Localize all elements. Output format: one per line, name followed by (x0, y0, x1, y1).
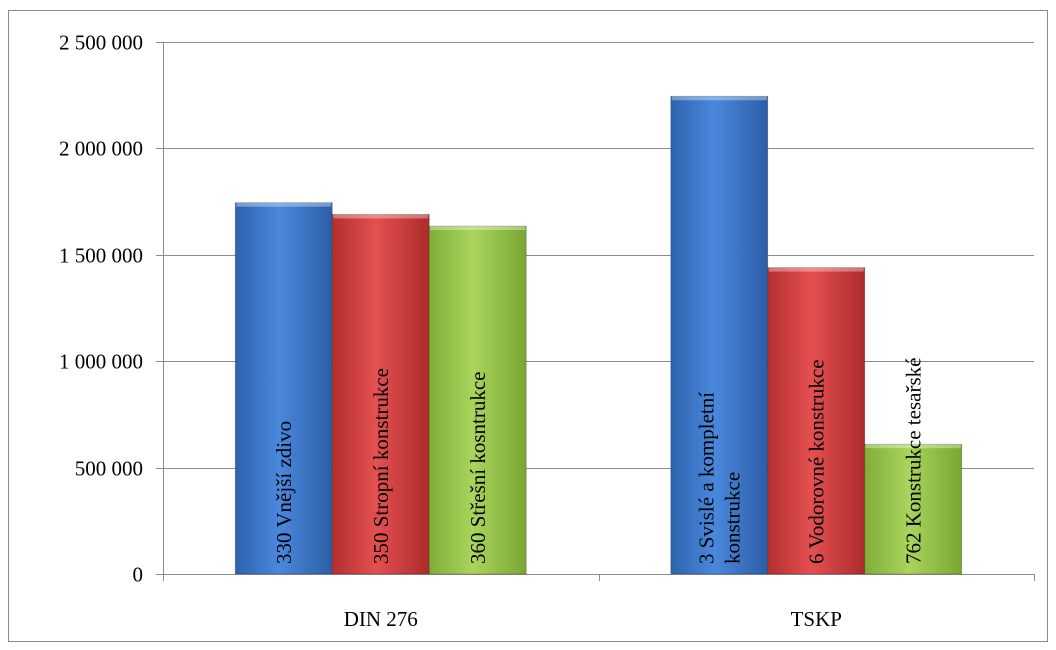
x-category-label: TSKP (791, 607, 842, 631)
bar-label: 330 Vnější zdivo (272, 421, 296, 564)
bar-highlight (430, 226, 526, 231)
bar-label-line: 350 Stropní konstrukce (369, 368, 393, 564)
y-tick-label: 500 000 (75, 457, 143, 481)
bar (234, 202, 333, 575)
bar-label-line: konstrukce (720, 472, 744, 564)
bar (767, 267, 866, 575)
x-category-label: DIN 276 (344, 607, 418, 631)
bar (864, 443, 963, 575)
bar-label: 3 Svislé a kompletníkonstrukce (694, 392, 744, 564)
bar (331, 213, 430, 575)
bar (428, 225, 527, 575)
bar-label: 350 Stropní konstrukce (369, 368, 393, 564)
bar-label: 360 Střešní kosntrukce (466, 372, 490, 564)
bars (234, 95, 963, 575)
bar-highlight (865, 444, 961, 449)
bar-label-line: 3 Svislé a kompletní (694, 392, 718, 564)
y-tick-label: 2 000 000 (59, 137, 143, 161)
bar-label: 6 Vodorovné konstrukce (804, 359, 828, 564)
labels: 330 Vnější zdivo 350 Stropní konstrukce 36… (272, 358, 926, 631)
bar-label-line: 762 Konstrukce tesařské (901, 358, 925, 564)
bar-highlight (671, 96, 767, 101)
y-tick-label: 2 500 000 (59, 31, 143, 55)
y-tick-label: 1 000 000 (59, 350, 143, 374)
y-tick-label: 0 (133, 563, 144, 587)
bar-label: 762 Konstrukce tesařské (901, 358, 925, 564)
bar-label-line: 360 Střešní kosntrukce (466, 372, 490, 564)
bar-highlight (768, 267, 864, 272)
bar (670, 95, 769, 575)
axes: 0 500 000 1 000 000 1 500 000 2 000 000 2 500… (59, 31, 1035, 587)
bar-highlight (333, 214, 429, 219)
bar-label-line: 6 Vodorovné konstrukce (804, 359, 828, 564)
y-tick-label: 1 500 000 (59, 244, 143, 268)
bar-label-line: 330 Vnější zdivo (272, 421, 296, 564)
bar-highlight (236, 202, 332, 207)
